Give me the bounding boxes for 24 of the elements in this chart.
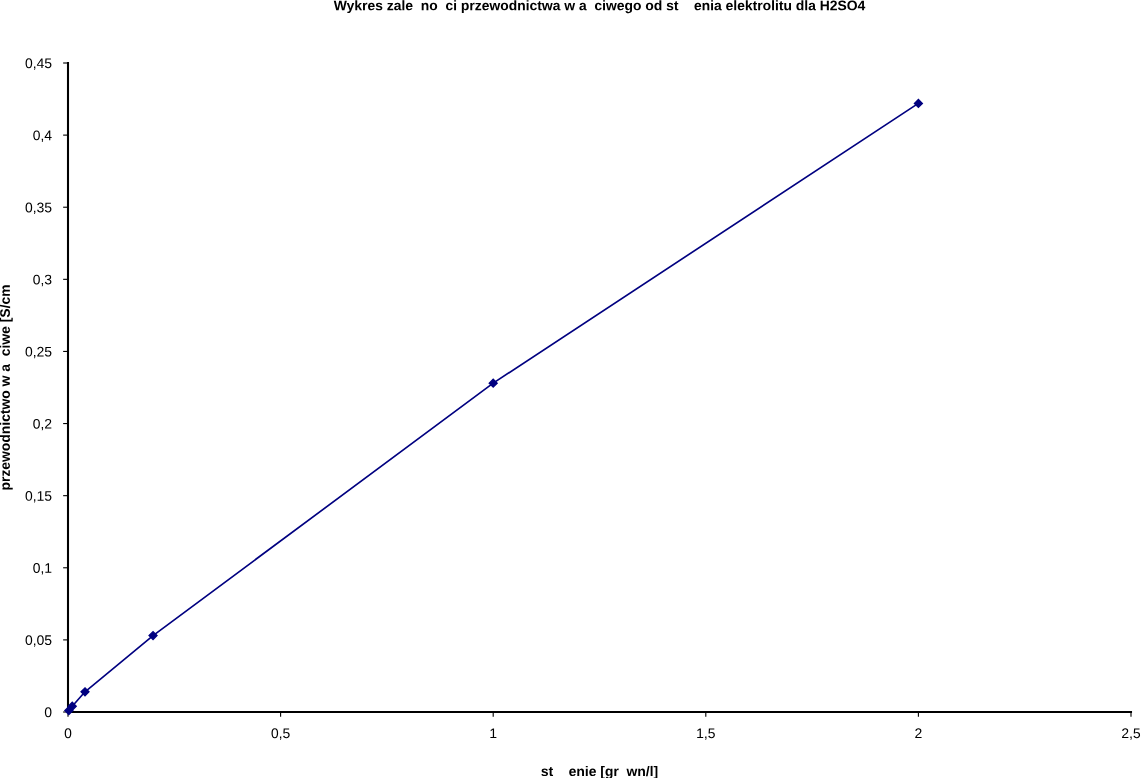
x-axis-title: st enie [gr wn/l] [541, 765, 658, 778]
y-tick-label: 0 [44, 707, 52, 718]
y-tick-label: 0,05 [25, 635, 52, 647]
y-axis-title: przewodnictwo w a ciwe [S/cm [0, 285, 13, 490]
y-tick-label: 0,35 [25, 202, 52, 215]
y-tick-label: 0,1 [33, 563, 52, 575]
y-tick-label: 0,2 [33, 418, 52, 431]
x-tick-label: 1,5 [697, 728, 715, 740]
y-tick-label: 0,3 [33, 274, 52, 287]
y-tick-label: 0,15 [25, 491, 52, 503]
x-tick-label: 2 [915, 728, 922, 739]
x-tick-label: 0 [64, 728, 72, 739]
point [913, 98, 924, 109]
x-tick-label: 1 [490, 728, 497, 739]
x-tick-label: 0,5 [271, 728, 290, 740]
point [64, 705, 74, 716]
x-tick-label: 2,5 [1122, 728, 1141, 740]
chart-title: Wykres zale no ci przewodnictwa w a ciwego od st enia elektrolitu dla H2SO4 [333, 0, 866, 14]
y-tick-label: 0,4 [33, 130, 52, 142]
point [148, 630, 158, 641]
point [488, 378, 498, 388]
y-tick-label: 0,45 [25, 58, 52, 70]
y-tick-label: 0,25 [25, 346, 52, 359]
point [80, 687, 90, 697]
